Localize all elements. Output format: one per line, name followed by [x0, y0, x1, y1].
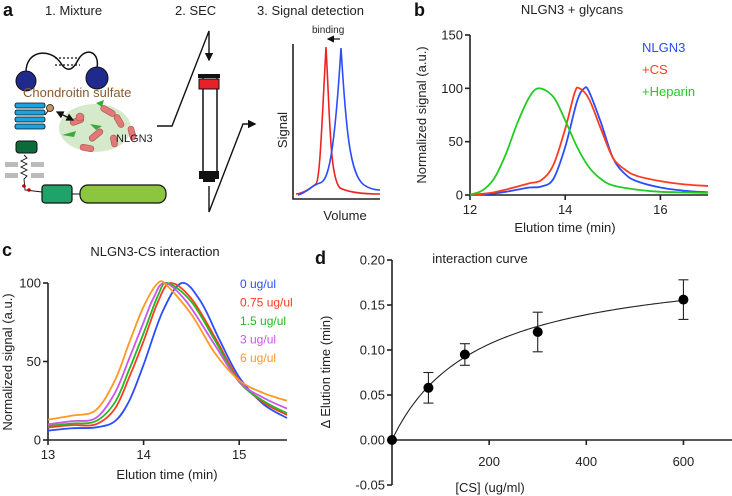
data-point [423, 382, 434, 393]
series-line [47, 282, 288, 432]
data-point [532, 327, 543, 337]
y-axis-label: Δ Elution time (min) [318, 316, 333, 429]
data-point [678, 294, 689, 305]
x-tick-label: 12 [463, 202, 477, 217]
y-tick-label: 0.05 [360, 388, 385, 403]
panel-c-chart: c NLGN3-CS interaction Elution time (min… [0, 240, 293, 482]
x-tick-label: 600 [673, 454, 695, 469]
panel-b-chart: b NLGN3 + glycans Elution time (min) Nor… [414, 0, 709, 235]
x-axis-label: [CS] (ug/ml) [455, 480, 524, 495]
series-line [469, 86, 709, 196]
x-tick-label: 14 [136, 447, 150, 462]
chondroitin-sulfate-label: Chondroitin sulfate [23, 85, 131, 100]
signal-axis-label: Signal [275, 112, 290, 148]
series-line [469, 87, 709, 196]
legend-entry: +CS [642, 62, 668, 77]
y-tick-label: 0 [34, 433, 41, 448]
data-point [459, 349, 470, 360]
legend-entry: 1.5 ug/ul [240, 314, 286, 328]
volume-axis-label: Volume [323, 208, 366, 223]
x-tick-label: 14 [558, 202, 572, 217]
y-tick-label: 0.00 [360, 433, 385, 448]
legend-entry: 0 ug/ul [240, 277, 276, 291]
y-tick-label: -0.05 [355, 478, 385, 493]
x-tick-label: 13 [41, 447, 55, 462]
binding-label: binding [312, 25, 344, 36]
legend-entry: +Heparin [642, 84, 695, 99]
step-mixture-label: 1. Mixture [45, 3, 102, 18]
x-tick-label: 16 [653, 202, 667, 217]
legend-entry: 6 ug/ul [240, 351, 276, 365]
y-tick-label: 0 [456, 188, 463, 203]
panel-letter-a: a [3, 0, 14, 20]
unbound-peak-line [297, 47, 381, 196]
panel-letter-d: d [315, 248, 326, 268]
y-axis-label: Normalized signal (a.u.) [414, 46, 429, 183]
sec-column-icon [198, 74, 220, 182]
y-tick-label: 150 [441, 28, 463, 43]
signal-inset-plot: binding Signal Volume [275, 25, 381, 223]
step-detection-label: 3. Signal detection [257, 3, 364, 18]
legend-entry: 3 ug/ul [240, 333, 276, 347]
panel-a: a 1. Mixture 2. SEC 3. Signal detection [3, 0, 381, 223]
chart-title: interaction curve [432, 251, 527, 266]
panel-d-chart: d interaction curve [CS] (ug/ml) Δ Eluti… [315, 248, 732, 495]
interaction-arrow-icon [55, 111, 75, 121]
x-tick-label: 15 [232, 447, 246, 462]
x-tick-label: 200 [478, 454, 500, 469]
y-tick-label: 0.15 [360, 298, 385, 313]
legend-entry: 0.75 ug/ul [240, 296, 293, 310]
bound-peak-line [295, 46, 381, 195]
y-tick-label: 100 [441, 81, 463, 96]
legend-entry: NLGN3 [642, 40, 685, 55]
panel-letter-b: b [414, 0, 425, 20]
receptor-schematic-icon [5, 51, 167, 204]
y-axis-label: Normalized signal (a.u.) [0, 293, 15, 430]
x-tick-label: 400 [575, 454, 597, 469]
series-line [47, 282, 288, 426]
y-tick-label: 50 [449, 134, 463, 149]
chart-title: NLGN3 + glycans [521, 2, 624, 17]
flow-arrow-out-icon [208, 124, 255, 213]
series-line [469, 86, 709, 196]
data-point [387, 435, 397, 445]
y-tick-label: 0.20 [360, 253, 385, 268]
x-axis-label: Elution time (min) [116, 467, 217, 482]
x-axis-label: Elution time (min) [514, 220, 615, 235]
series-line [47, 280, 288, 421]
flow-arrow-in-icon [157, 30, 214, 127]
y-tick-label: 0.10 [360, 343, 385, 358]
panel-letter-c: c [2, 240, 12, 260]
step-sec-label: 2. SEC [175, 3, 216, 18]
nlgn3-label: NLGN3 [116, 133, 153, 145]
chart-title: NLGN3-CS interaction [90, 244, 219, 259]
y-tick-label: 100 [19, 276, 41, 291]
nlgn3-protein-structure-icon [59, 100, 137, 152]
y-tick-label: 50 [27, 354, 41, 369]
